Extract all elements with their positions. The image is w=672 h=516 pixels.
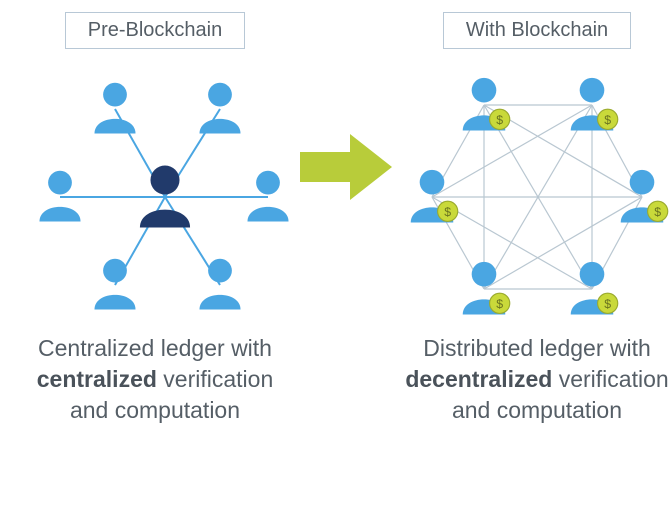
diagram-distributed: $ $ $ $ $ $ [392,57,672,327]
svg-text:$: $ [604,113,611,127]
transition-arrow [300,132,392,202]
person-node [88,256,142,315]
panel-pre-blockchain: Pre-Blockchain Centralized ledger with c… [10,12,300,506]
svg-text:$: $ [496,113,503,127]
peer-node: $ [564,259,620,320]
person-node [193,80,247,139]
svg-text:$: $ [496,297,503,311]
svg-text:$: $ [604,297,611,311]
panel-with-blockchain: With Blockchain $ $ $ $ [392,12,672,506]
peer-node: $ [456,75,512,136]
caption-left: Centralized ledger with centralized veri… [10,333,300,426]
panel-title-right: With Blockchain [443,12,631,49]
peer-node: $ [564,75,620,136]
peer-node: $ [614,167,670,228]
svg-text:$: $ [444,205,451,219]
diagram-container: Pre-Blockchain Centralized ledger with c… [0,0,672,516]
person-node [193,256,247,315]
caption-right: Distributed ledger with decentralized ve… [392,333,672,426]
person-node [33,168,87,227]
peer-node: $ [456,259,512,320]
svg-text:$: $ [654,205,661,219]
central-authority-node [132,162,198,233]
peer-node: $ [404,167,460,228]
person-node [241,168,295,227]
panel-title-left: Pre-Blockchain [65,12,246,49]
person-node [88,80,142,139]
arrow-icon [300,132,392,202]
diagram-centralized [10,57,300,327]
